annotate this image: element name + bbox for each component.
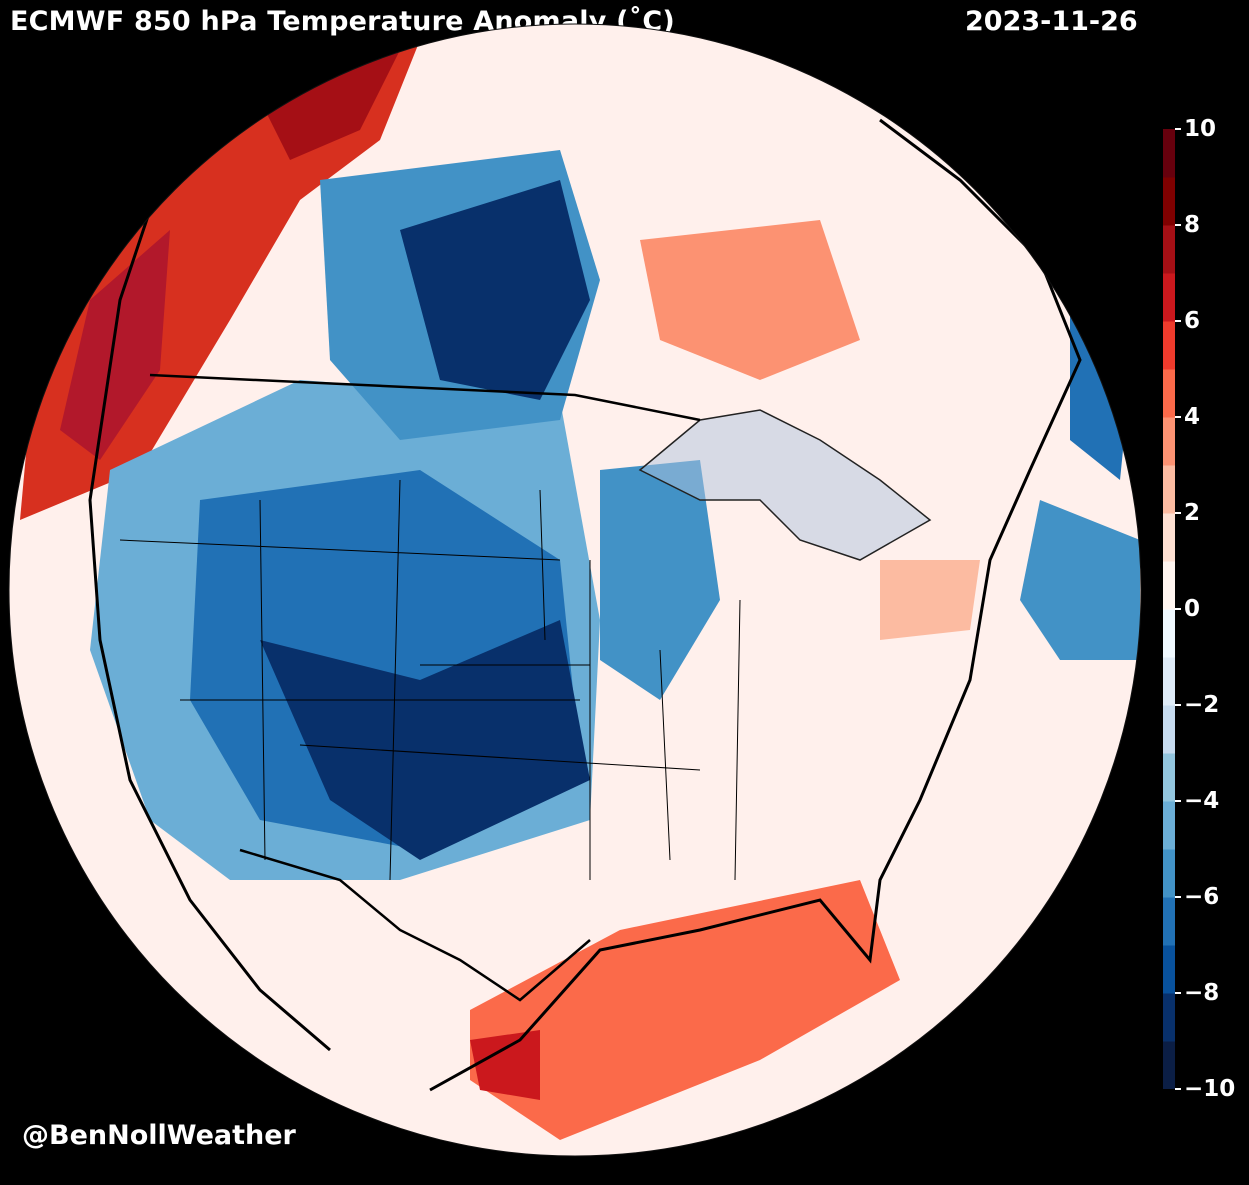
colorbar-tick-label: −6 — [1184, 884, 1220, 910]
colorbar-tick-mark — [1175, 416, 1181, 418]
colorbar-segment — [1163, 705, 1175, 754]
colorbar-segment — [1163, 321, 1175, 370]
colorbar-tick-mark — [1175, 1088, 1181, 1090]
colorbar-tick-label: 0 — [1184, 596, 1201, 622]
colorbar-segment — [1163, 609, 1175, 658]
colorbar-segment — [1163, 897, 1175, 946]
colorbar-segment — [1163, 561, 1175, 610]
colorbar-tick-mark — [1175, 320, 1181, 322]
coastline-gulf-east — [429, 118, 1082, 1092]
colorbar-segment — [1163, 513, 1175, 562]
colorbar-segment — [1163, 177, 1175, 226]
colorbar-tick-label: 4 — [1184, 404, 1201, 430]
colorbar — [1163, 129, 1175, 1090]
colorbar-segment — [1163, 993, 1175, 1042]
colorbar-segment — [1163, 273, 1175, 322]
colorbar-segment — [1163, 1041, 1175, 1090]
colorbar-tick-label: 6 — [1184, 308, 1201, 334]
colorbar-tick-mark — [1175, 608, 1181, 610]
map-date: 2023-11-26 — [965, 6, 1138, 37]
anomaly-warm-east — [640, 220, 860, 380]
colorbar-tick-mark — [1175, 800, 1181, 802]
colorbar-tick-label: −2 — [1184, 692, 1220, 718]
state-lines — [119, 479, 741, 881]
colorbar-segment — [1163, 801, 1175, 850]
coastline-west — [88, 179, 331, 1052]
colorbar-segment — [1163, 945, 1175, 994]
colorbar-segment — [1163, 417, 1175, 466]
colorbar-tick-label: 10 — [1184, 116, 1217, 142]
border-us-mexico — [239, 848, 591, 1002]
credit-handle: @BenNollWeather — [22, 1120, 296, 1151]
colorbar-segment — [1163, 465, 1175, 514]
colorbar-segment — [1163, 657, 1175, 706]
colorbar-segment — [1163, 225, 1175, 274]
anomaly-cold-atlantic — [1020, 500, 1140, 660]
colorbar-tick-mark — [1175, 896, 1181, 898]
colorbar-segment — [1163, 753, 1175, 802]
great-lakes — [638, 409, 932, 561]
colorbar-tick-label: −8 — [1184, 980, 1220, 1006]
colorbar-segment — [1163, 369, 1175, 418]
colorbar-tick-mark — [1175, 992, 1181, 994]
colorbar-segment — [1163, 849, 1175, 898]
colorbar-tick-label: 2 — [1184, 500, 1201, 526]
colorbar-tick-label: −4 — [1184, 788, 1220, 814]
border-us-canada — [149, 373, 701, 422]
colorbar-tick-label: −10 — [1184, 1076, 1236, 1102]
colorbar-tick-mark — [1175, 128, 1181, 130]
colorbar-tick-mark — [1175, 512, 1181, 514]
colorbar-segment — [1163, 129, 1175, 178]
colorbar-tick-label: 8 — [1184, 212, 1201, 238]
colorbar-tick-mark — [1175, 704, 1181, 706]
colorbar-tick-mark — [1175, 224, 1181, 226]
anomaly-warm-gulf — [470, 880, 900, 1140]
